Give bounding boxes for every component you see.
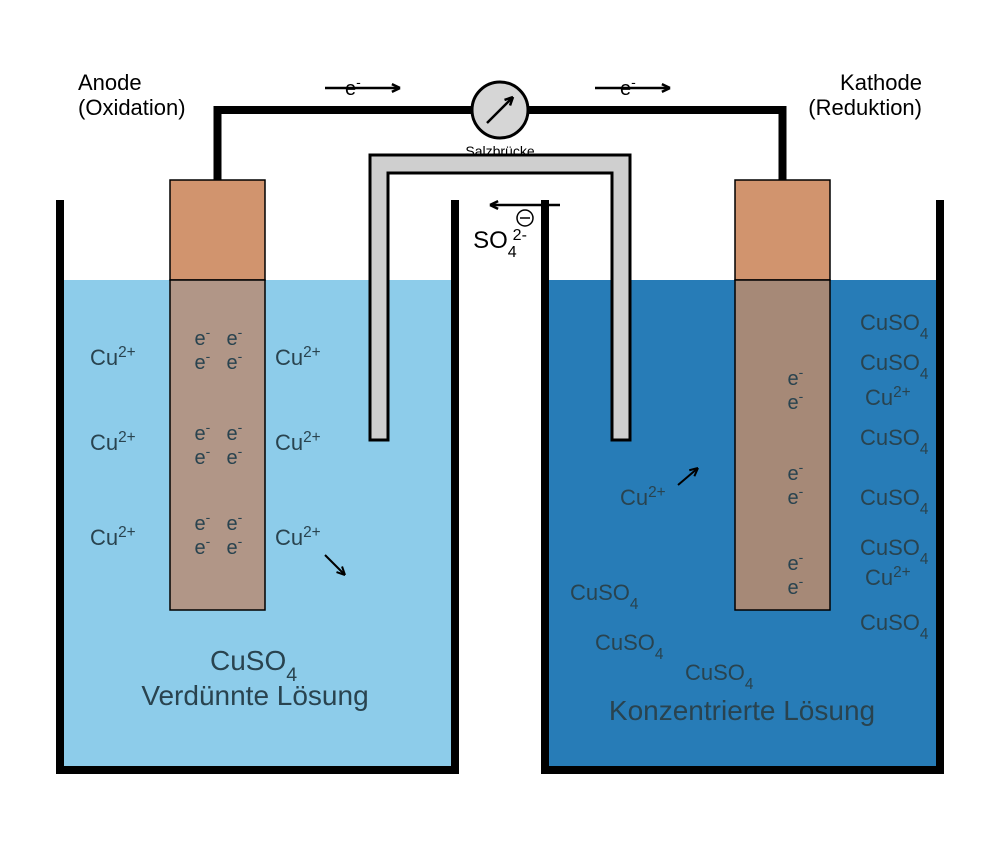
svg-text:(Oxidation): (Oxidation) [78,95,186,120]
electrode-right [735,180,830,610]
dilute-label: Verdünnte Lösung [141,680,368,711]
svg-text:(Reduktion): (Reduktion) [808,95,922,120]
concentrated-label: Konzentrierte Lösung [609,695,875,726]
anode-label: Anode [78,70,142,95]
electrode-left [170,180,265,610]
cathode-label: Kathode [840,70,922,95]
